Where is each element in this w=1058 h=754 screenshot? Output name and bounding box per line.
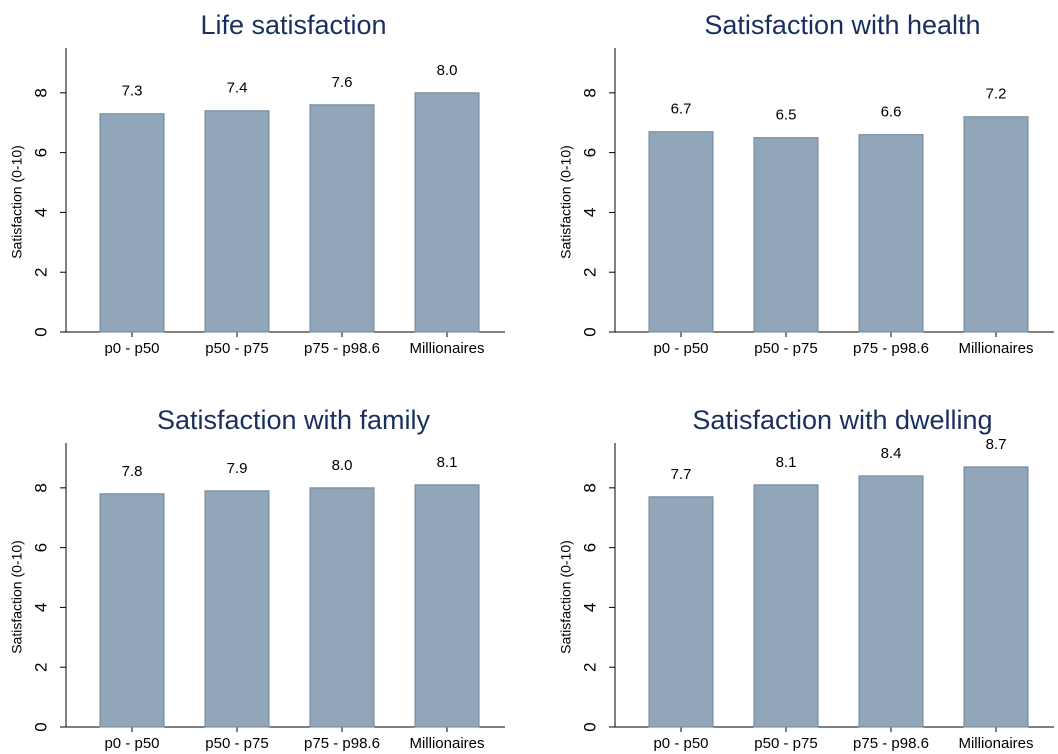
chart-title: Satisfaction with dwelling	[692, 405, 992, 435]
y-tick-label: 2	[31, 662, 50, 671]
data-label: 7.3	[122, 83, 143, 100]
chart-title: Satisfaction with health	[704, 10, 980, 40]
x-tick-label: p50 - p75	[205, 340, 268, 357]
x-tick-label: p50 - p75	[754, 340, 817, 357]
bar	[309, 487, 375, 728]
data-label: 7.7	[671, 466, 692, 483]
bar	[963, 116, 1029, 333]
y-tick-label: 6	[31, 543, 50, 552]
bar	[648, 131, 714, 333]
y-tick-label: 4	[580, 603, 599, 612]
x-tick-label: Millionaires	[409, 735, 484, 752]
y-tick-label: 2	[31, 267, 50, 276]
data-label: 8.4	[881, 445, 902, 462]
bar	[204, 490, 270, 728]
y-tick-label: 8	[580, 483, 599, 492]
data-label: 8.7	[986, 436, 1007, 453]
y-tick-label: 2	[580, 662, 599, 671]
x-tick-label: p50 - p75	[754, 735, 817, 752]
y-tick-label: 6	[31, 148, 50, 157]
x-tick-label: p50 - p75	[205, 735, 268, 752]
x-tick-label: Millionaires	[958, 340, 1033, 357]
bar	[858, 134, 924, 333]
x-tick-label: p75 - p98.6	[853, 735, 929, 752]
data-label: 7.6	[332, 74, 353, 91]
y-tick-label: 6	[580, 148, 599, 157]
y-axis-label: Satisfaction (0-10)	[558, 145, 574, 259]
bar	[204, 110, 270, 333]
data-label: 8.1	[437, 454, 458, 471]
bar	[414, 92, 480, 333]
y-tick-label: 4	[580, 208, 599, 217]
data-label: 8.0	[437, 62, 458, 79]
x-tick-label: p75 - p98.6	[853, 340, 929, 357]
bar	[753, 484, 819, 728]
data-label: 7.9	[227, 460, 248, 477]
data-label: 6.6	[881, 104, 902, 121]
data-label: 8.1	[776, 454, 797, 471]
bar	[309, 104, 375, 333]
bar	[858, 475, 924, 728]
x-tick-label: Millionaires	[409, 340, 484, 357]
x-tick-label: Millionaires	[958, 735, 1033, 752]
bar	[414, 484, 480, 728]
data-label: 7.2	[986, 86, 1007, 103]
bar	[753, 137, 819, 333]
data-label: 8.0	[332, 457, 353, 474]
y-tick-label: 4	[31, 208, 50, 217]
x-tick-label: p0 - p50	[104, 340, 159, 357]
x-tick-label: p0 - p50	[653, 735, 708, 752]
y-tick-label: 0	[31, 722, 50, 731]
y-tick-label: 8	[31, 88, 50, 97]
data-label: 7.4	[227, 80, 248, 97]
chart-title: Satisfaction with family	[157, 405, 431, 435]
y-tick-label: 2	[580, 267, 599, 276]
y-tick-label: 0	[31, 327, 50, 336]
y-tick-label: 0	[580, 327, 599, 336]
y-tick-label: 6	[580, 543, 599, 552]
y-axis-label: Satisfaction (0-10)	[9, 540, 25, 654]
bar	[648, 496, 714, 728]
x-tick-label: p0 - p50	[653, 340, 708, 357]
x-tick-label: p75 - p98.6	[304, 735, 380, 752]
bar	[963, 466, 1029, 728]
data-label: 6.5	[776, 107, 797, 124]
bar	[99, 113, 165, 333]
y-tick-label: 4	[31, 603, 50, 612]
y-axis-label: Satisfaction (0-10)	[558, 540, 574, 654]
y-tick-label: 0	[580, 722, 599, 731]
data-label: 6.7	[671, 101, 692, 118]
y-tick-label: 8	[580, 88, 599, 97]
x-tick-label: p75 - p98.6	[304, 340, 380, 357]
chart-title: Life satisfaction	[200, 10, 386, 40]
y-tick-label: 8	[31, 483, 50, 492]
data-label: 7.8	[122, 463, 143, 480]
bar	[99, 493, 165, 728]
x-tick-label: p0 - p50	[104, 735, 159, 752]
y-axis-label: Satisfaction (0-10)	[9, 145, 25, 259]
